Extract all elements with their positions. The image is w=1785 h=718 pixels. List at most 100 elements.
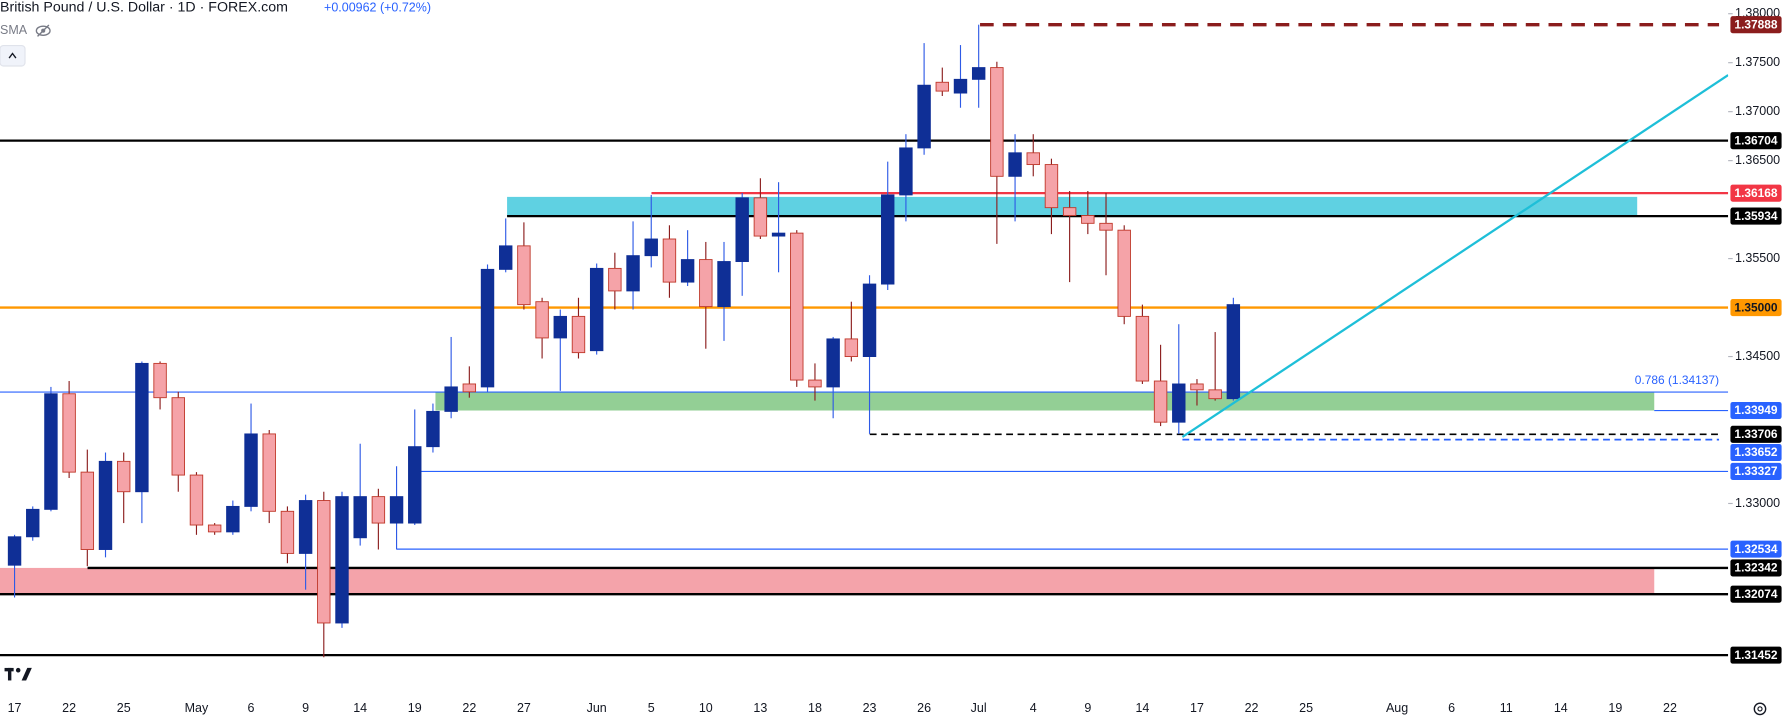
y-tick-label: 1.37000 [1735, 104, 1780, 118]
x-tick-label: 14 [353, 701, 367, 715]
candle-body [171, 397, 185, 476]
x-tick-label: 25 [117, 701, 131, 715]
level-label-box [1730, 646, 1782, 664]
x-tick-label: 22 [1663, 701, 1677, 715]
level-label-box [1730, 443, 1782, 462]
candle-body [517, 245, 531, 306]
x-tick-label: Jul [971, 701, 987, 715]
candle-body [862, 283, 877, 358]
collapse-button[interactable] [0, 44, 26, 67]
candle-body [808, 379, 822, 388]
x-tick-label: 19 [408, 701, 422, 715]
x-tick-label: 14 [1135, 701, 1149, 715]
candle-body [44, 393, 58, 510]
x-tick-label: 13 [753, 701, 767, 715]
candle-body [116, 460, 131, 493]
y-tick-label: 1.33000 [1735, 496, 1780, 510]
candle-body [499, 245, 513, 270]
candle-body [353, 496, 367, 539]
level-label: 1.33652 [1734, 445, 1777, 459]
y-tick-label: 1.35500 [1735, 251, 1780, 265]
candle-body [717, 261, 731, 308]
x-tick-label: 14 [1554, 701, 1568, 715]
y-tick-label: 1.34500 [1735, 349, 1780, 363]
candle-body [899, 147, 913, 196]
candle-body [1062, 207, 1077, 216]
x-tick-label: 26 [917, 701, 931, 715]
candle-body [1135, 315, 1150, 382]
candle-body [1117, 229, 1131, 317]
level-label: 1.35934 [1734, 209, 1777, 223]
candle-body [1153, 380, 1168, 423]
candle-body [826, 338, 840, 388]
candle-body [462, 383, 477, 393]
x-tick-label: 22 [462, 701, 476, 715]
candle-body [626, 255, 640, 292]
candle-body [644, 238, 658, 257]
candle-body [917, 84, 931, 149]
candle-body [699, 259, 713, 308]
level-label: 1.31452 [1734, 648, 1777, 662]
x-tick-label: 11 [1500, 701, 1513, 715]
trendline [1181, 74, 1729, 438]
level-label-box [1730, 184, 1782, 202]
eye-off-icon[interactable] [35, 24, 51, 37]
x-tick-label: 6 [1448, 701, 1455, 715]
x-tick-label: 25 [1299, 701, 1313, 715]
candle-body [298, 500, 313, 554]
x-tick-label: 6 [248, 701, 255, 715]
level-label-box [1730, 559, 1782, 577]
candle-body [135, 362, 149, 493]
candle-body [844, 338, 859, 358]
chart-title: British Pound / U.S. Dollar · 1D · FOREX… [0, 0, 288, 16]
axis-layer: 1.380001.375001.370001.365001.355001.345… [8, 6, 1782, 715]
candle-body [444, 386, 458, 412]
candle-body [935, 81, 950, 92]
candle-body [881, 194, 895, 285]
candle-body [571, 315, 586, 354]
level-label-box [1730, 462, 1782, 480]
candle-body [1190, 383, 1204, 391]
candle-body [98, 460, 113, 550]
indicator-label: SMA [0, 23, 28, 37]
candle-body [1026, 152, 1040, 166]
candle-body [990, 67, 1004, 177]
candle-body [389, 496, 404, 524]
candle-body [662, 238, 677, 283]
candle-body [244, 433, 258, 507]
fib-label: 0.786 (1.34137) [1635, 373, 1719, 387]
candle-body [1081, 215, 1095, 224]
candle-body [153, 362, 167, 399]
y-tick-label: 1.36500 [1735, 153, 1780, 167]
x-tick-label: 22 [62, 701, 76, 715]
zone [435, 392, 1655, 411]
x-tick-label: May [185, 701, 209, 715]
candle-body [335, 496, 349, 624]
candle-body [1208, 389, 1222, 400]
candle-body [26, 508, 40, 538]
candle-body [953, 78, 968, 94]
level-label: 1.32074 [1734, 587, 1777, 601]
candle-body [753, 197, 768, 237]
candle-body [280, 510, 295, 554]
level-label-box [1730, 299, 1782, 317]
x-tick-label: Aug [1386, 701, 1408, 715]
candle-body [680, 259, 695, 283]
candle-body [1172, 383, 1186, 423]
settings-icon[interactable] [1753, 702, 1767, 716]
level-label: 1.37888 [1734, 17, 1777, 31]
candle-body [62, 393, 76, 473]
candle-body [408, 446, 422, 524]
level-label: 1.35000 [1734, 300, 1777, 314]
candle-body [371, 496, 386, 524]
level-label-box [1730, 425, 1782, 443]
level-label: 1.33706 [1734, 427, 1777, 441]
x-tick-label: 17 [1190, 701, 1204, 715]
level-label-box [1730, 585, 1782, 603]
level-label: 1.32342 [1734, 561, 1777, 575]
candle-body [971, 67, 986, 80]
x-tick-label: Jun [587, 701, 607, 715]
candle-body [535, 301, 549, 339]
